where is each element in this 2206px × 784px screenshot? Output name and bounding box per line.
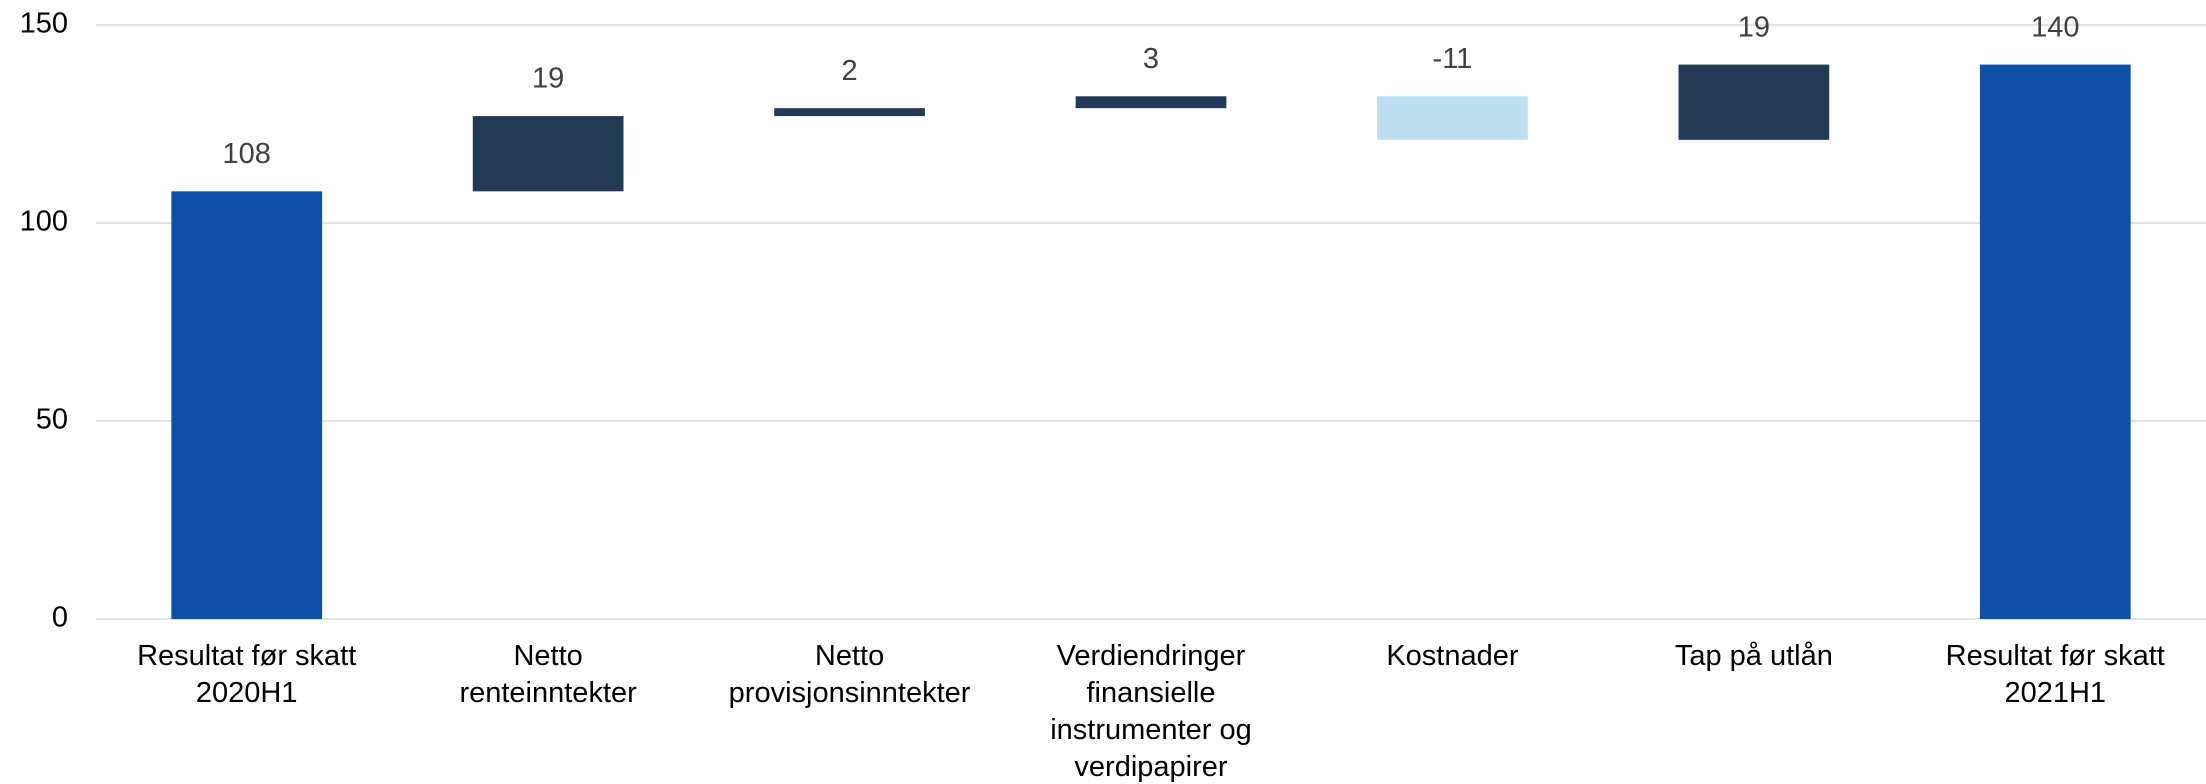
data-label: -11 [1433, 43, 1473, 75]
x-tick-label: Verdiendringer finansielle instrumenter … [1050, 640, 1252, 783]
y-tick-label: 150 [20, 8, 68, 40]
y-tick-label: 0 [52, 602, 68, 634]
bar [1377, 96, 1528, 140]
data-label: 140 [2031, 11, 2079, 43]
y-tick-label: 50 [36, 404, 68, 436]
y-tick-label: 100 [20, 206, 68, 238]
bar [1678, 64, 1830, 140]
data-label: 108 [223, 138, 271, 170]
x-tick-label: Resultat før skatt 2021H1 [1945, 640, 2165, 709]
data-label: 3 [1143, 43, 1159, 75]
data-label: 19 [532, 63, 564, 95]
bar [1075, 96, 1227, 109]
x-tick-label: Netto renteinntekter [459, 640, 637, 709]
bar [472, 116, 624, 192]
data-label: 19 [1738, 11, 1770, 43]
x-tick-label: Tap på utlån [1674, 640, 1833, 672]
bar [774, 108, 925, 117]
bar [171, 191, 323, 619]
x-tick-label: Kostnader [1386, 640, 1519, 672]
x-tick-label: Netto provisjonsinntekter [728, 640, 971, 709]
x-tick-label: Resultat før skatt 2020H1 [137, 640, 357, 709]
data-label: 2 [842, 55, 858, 87]
bar [1979, 64, 2131, 620]
